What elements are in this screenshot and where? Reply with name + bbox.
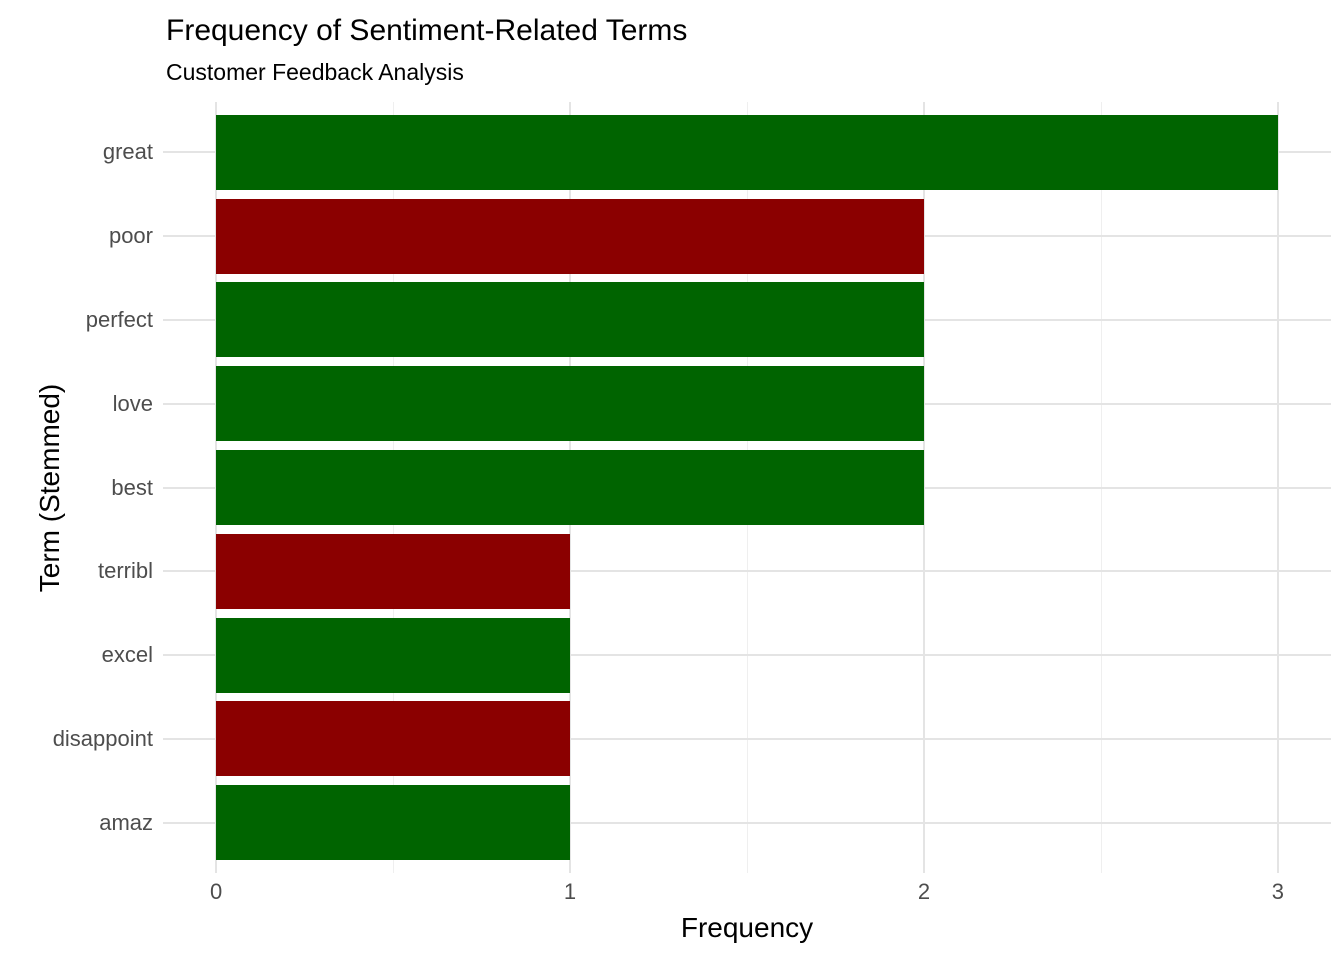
bar-excel — [216, 617, 571, 693]
plot-panel — [163, 102, 1331, 873]
y-tick-label-poor: poor — [108, 223, 153, 249]
y-tick-label-excel: excel — [101, 642, 153, 668]
y-tick-label-terribl: terribl — [97, 558, 153, 584]
bar-poor — [216, 198, 924, 274]
y-tick-label-best: best — [111, 474, 153, 500]
bar-perfect — [216, 282, 924, 358]
x-tick-label-3: 3 — [1271, 879, 1285, 904]
y-tick-label-perfect: perfect — [85, 306, 153, 332]
x-axis-title: Frequency — [680, 912, 814, 943]
y-tick-label-disappoint: disappoint — [52, 725, 153, 751]
x-tick-label-1: 1 — [563, 879, 577, 904]
y-tick-label-amaz: amaz — [99, 809, 153, 835]
gridline-y-major-disappoint — [163, 737, 1331, 740]
bar-disappoint — [216, 701, 571, 777]
bar-best — [216, 450, 924, 525]
x-tick-label-0: 0 — [209, 879, 223, 904]
x-tick-label-2: 2 — [917, 879, 931, 904]
y-tick-label-love: love — [112, 390, 153, 416]
gridline-y-major-amaz — [163, 821, 1331, 824]
y-tick-label-great: great — [102, 139, 153, 165]
bar-amaz — [216, 785, 571, 861]
bar-love — [216, 366, 924, 442]
bar-great — [216, 114, 1278, 190]
chart-subtitle: Customer Feedback Analysis — [166, 59, 464, 85]
chart-title: Frequency of Sentiment-Related Terms — [166, 14, 688, 47]
gridline-y-major-terribl — [163, 570, 1331, 573]
gridline-y-major-excel — [163, 654, 1331, 657]
bar-terribl — [216, 533, 571, 609]
